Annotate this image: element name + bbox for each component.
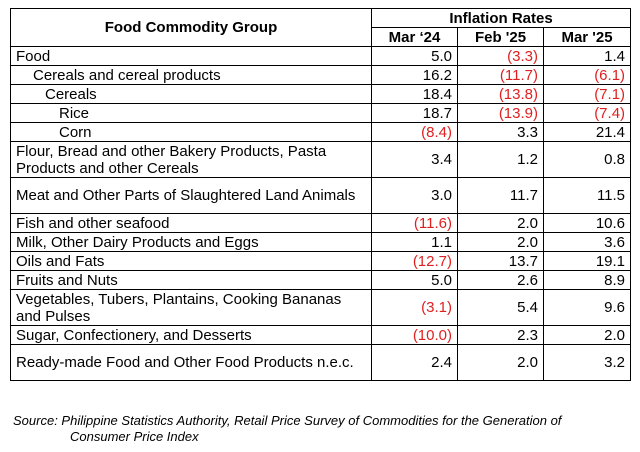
rate-cell: 3.4 — [371, 141, 458, 178]
rate-cell: 19.1 — [542, 251, 632, 271]
row-label: Corn — [10, 122, 372, 142]
table-row: Meat and Other Parts of Slaughtered Land… — [10, 177, 632, 214]
rate-cell: 18.4 — [371, 84, 458, 104]
rate-cell: 2.3 — [457, 325, 544, 345]
table-row: Cereals 18.4 (13.8) (7.1) — [10, 84, 632, 104]
row-label: Flour, Bread and other Bakery Products, … — [10, 141, 372, 178]
rate-cell: 0.8 — [542, 141, 632, 178]
rate-cell: (7.1) — [542, 84, 632, 104]
rate-cell: (11.6) — [371, 213, 458, 233]
table-row: Cereals and cereal products 16.2 (11.7) (6.… — [10, 65, 632, 85]
row-label: Cereals and cereal products — [10, 65, 372, 85]
rate-cell: (10.0) — [371, 325, 458, 345]
period-header-feb-25: Feb '25 — [457, 27, 544, 47]
rate-cell: 2.0 — [457, 232, 544, 252]
rate-cell: (12.7) — [371, 251, 458, 271]
rate-cell: 2.4 — [371, 344, 458, 381]
row-label: Fish and other seafood — [10, 213, 372, 233]
rate-cell: (8.4) — [371, 122, 458, 142]
rate-cell: 1.2 — [457, 141, 544, 178]
rate-cell: 5.0 — [371, 46, 458, 66]
rate-cell: 10.6 — [542, 213, 632, 233]
source-line-1: Source: Philippine Statistics Authority,… — [13, 413, 562, 428]
table-row: Food 5.0 (3.3) 1.4 — [10, 46, 632, 66]
source-line-2: Consumer Price Index — [70, 429, 199, 444]
table-row: Flour, Bread and other Bakery Products, … — [10, 141, 632, 178]
row-label: Cereals — [10, 84, 372, 104]
rate-cell: 3.2 — [542, 344, 632, 381]
rate-cell: 1.4 — [542, 46, 632, 66]
row-label: Vegetables, Tubers, Plantains, Cooking B… — [10, 289, 372, 326]
rate-cell: (6.1) — [542, 65, 632, 85]
period-header-mar-25: Mar '25 — [542, 27, 632, 47]
rate-cell: 5.4 — [457, 289, 544, 326]
table-row: Milk, Other Dairy Products and Eggs 1.1 2.… — [10, 232, 632, 252]
rate-cell: 2.0 — [457, 213, 544, 233]
source-note: Source: Philippine Statistics Authority,… — [13, 413, 613, 445]
rate-cell: (13.9) — [457, 103, 544, 123]
row-label: Rice — [10, 103, 372, 123]
row-label: Milk, Other Dairy Products and Eggs — [10, 232, 372, 252]
row-label: Fruits and Nuts — [10, 270, 372, 290]
rate-cell: (3.1) — [371, 289, 458, 326]
row-label: Food — [10, 46, 372, 66]
rate-cell: 11.7 — [457, 177, 544, 214]
table-row: Corn (8.4) 3.3 21.4 — [10, 122, 632, 142]
table-row: Rice 18.7 (13.9) (7.4) — [10, 103, 632, 123]
table-row: Oils and Fats (12.7) 13.7 19.1 — [10, 251, 632, 271]
table-body: Food 5.0 (3.3) 1.4 Cereals and cereal produc… — [10, 46, 632, 381]
table-row: Fruits and Nuts 5.0 2.6 8.9 — [10, 270, 632, 290]
rate-cell: 8.9 — [542, 270, 632, 290]
rate-cell: 9.6 — [542, 289, 632, 326]
rate-cell: (11.7) — [457, 65, 544, 85]
table-row: Sugar, Confectionery, and Desserts (10.0)… — [10, 325, 632, 345]
rate-cell: 3.3 — [457, 122, 544, 142]
inflation-rates-header: Inflation Rates — [370, 8, 632, 28]
table-header: Food Commodity Group Inflation Rates Mar… — [10, 8, 632, 47]
rate-cell: 3.6 — [542, 232, 632, 252]
rate-cell: 11.5 — [542, 177, 632, 214]
commodity-group-header: Food Commodity Group — [10, 8, 372, 47]
row-label: Meat and Other Parts of Slaughtered Land… — [10, 177, 372, 214]
rate-cell: 5.0 — [371, 270, 458, 290]
rate-cell: 1.1 — [371, 232, 458, 252]
rate-cell: 3.0 — [371, 177, 458, 214]
inflation-table: Food Commodity Group Inflation Rates Mar… — [10, 8, 632, 381]
table-row: Ready-made Food and Other Food Products … — [10, 344, 632, 381]
rate-cell: 18.7 — [371, 103, 458, 123]
rate-cell: 2.0 — [542, 325, 632, 345]
rate-cell: (13.8) — [457, 84, 544, 104]
row-label: Ready-made Food and Other Food Products … — [10, 344, 372, 381]
rate-cell: 2.6 — [457, 270, 544, 290]
rate-cell: 13.7 — [457, 251, 544, 271]
row-label: Oils and Fats — [10, 251, 372, 271]
rate-cell: 2.0 — [457, 344, 544, 381]
rate-cell: (3.3) — [457, 46, 544, 66]
table-row: Vegetables, Tubers, Plantains, Cooking B… — [10, 289, 632, 326]
rate-cell: (7.4) — [542, 103, 632, 123]
table-row: Fish and other seafood (11.6) 2.0 10.6 — [10, 213, 632, 233]
rate-cell: 16.2 — [371, 65, 458, 85]
period-header-mar-24: Mar ‘24 — [371, 27, 458, 47]
rate-cell: 21.4 — [542, 122, 632, 142]
row-label: Sugar, Confectionery, and Desserts — [10, 325, 372, 345]
